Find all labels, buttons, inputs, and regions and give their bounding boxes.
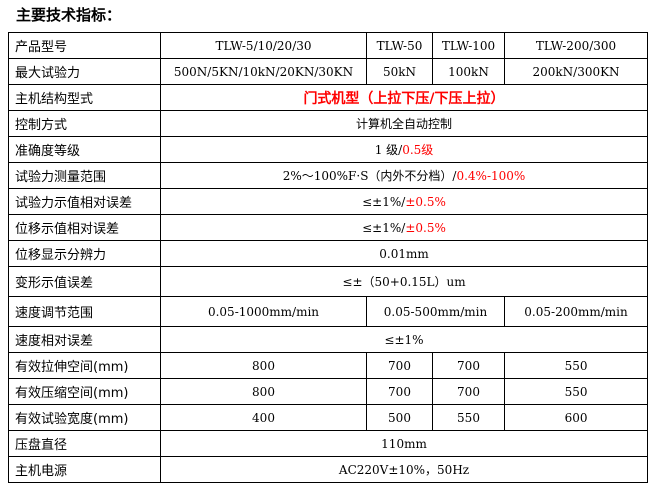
table-cell: 700 [431, 352, 506, 379]
table-cell: 550 [504, 378, 649, 405]
row-label: 准确度等级 [8, 136, 161, 163]
row-force-err: 试验力示值相对误差 ≤±1%/±0.5% [8, 188, 649, 215]
row-label: 压盘直径 [8, 430, 161, 457]
row-speed-range: 速度调节范围 0.05-1000mm/min 0.05-500mm/min 0.… [8, 296, 649, 327]
table-cell: AC220V±10%，50Hz [159, 456, 649, 483]
table-cell: 0.05-500mm/min [365, 296, 506, 327]
row-speed-err: 速度相对误差 ≤±1% [8, 326, 649, 353]
row-label: 速度调节范围 [8, 296, 161, 327]
row-compress-space: 有效压缩空间(mm) 800 700 700 550 [8, 378, 649, 405]
row-tension-space: 有效拉伸空间(mm) 800 700 700 550 [8, 352, 649, 379]
table-cell: 0.05-200mm/min [504, 296, 649, 327]
row-maxforce: 最大试验力 500N/5KN/10kN/20KN/30KN 50kN 100kN… [8, 58, 649, 85]
table-cell: 2%～100%F·S（内外不分档）/0.4%-100% [159, 162, 649, 189]
row-accuracy: 准确度等级 1 级/0.5级 [8, 136, 649, 163]
row-range: 试验力测量范围 2%～100%F·S（内外不分档）/0.4%-100% [8, 162, 649, 189]
row-label: 位移示值相对误差 [8, 214, 161, 241]
row-label: 最大试验力 [8, 58, 161, 85]
row-label: 变形示值误差 [8, 266, 161, 297]
section-title: 主要技术指标： [16, 6, 122, 24]
table-cell: 0.01mm [159, 240, 649, 267]
row-test-width: 有效试验宽度(mm) 400 500 550 600 [8, 404, 649, 431]
table-cell: TLW-200/300 [504, 32, 649, 59]
table-cell: 200kN/300KN [504, 58, 649, 85]
row-model: 产品型号 TLW-5/10/20/30 TLW-50 TLW-100 TLW-2… [8, 32, 649, 59]
spec-table: 产品型号 TLW-5/10/20/30 TLW-50 TLW-100 TLW-2… [8, 32, 649, 483]
row-label: 位移显示分辨力 [8, 240, 161, 267]
row-label: 主机电源 [8, 456, 161, 483]
table-cell: TLW-100 [431, 32, 506, 59]
table-cell: 550 [504, 352, 649, 379]
row-label: 控制方式 [8, 110, 161, 137]
table-cell: 计算机全自动控制 [159, 110, 649, 137]
row-label: 主机结构型式 [8, 84, 161, 111]
row-deform-err: 变形示值误差 ≤±（50+0.15L）um [8, 266, 649, 297]
table-cell: 500N/5KN/10kN/20KN/30KN [160, 58, 367, 85]
row-label: 产品型号 [8, 32, 161, 59]
row-control: 控制方式 计算机全自动控制 [8, 110, 649, 137]
table-cell: 700 [366, 378, 433, 405]
row-power: 主机电源 AC220V±10%，50Hz [8, 456, 649, 483]
table-cell: TLW-50 [366, 32, 433, 59]
row-label: 试验力测量范围 [8, 162, 161, 189]
row-label: 试验力示值相对误差 [8, 188, 161, 215]
row-label: 有效试验宽度(mm) [8, 404, 161, 431]
table-cell: 400 [160, 404, 367, 431]
table-cell: 500 [366, 404, 433, 431]
row-label: 速度相对误差 [8, 326, 161, 353]
table-cell: 100kN [431, 58, 506, 85]
table-cell: 700 [366, 352, 433, 379]
row-disp-res: 位移显示分辨力 0.01mm [8, 240, 649, 267]
table-cell: ≤±1%/±0.5% [159, 188, 649, 215]
table-cell: 0.05-1000mm/min [160, 296, 367, 327]
table-cell: ≤±1%/±0.5% [159, 214, 649, 241]
row-structure: 主机结构型式 门式机型（上拉下压/下压上拉） [8, 84, 649, 111]
table-cell: 600 [504, 404, 649, 431]
row-label: 有效压缩空间(mm) [8, 378, 161, 405]
table-cell: 1 级/0.5级 [159, 136, 649, 163]
table-cell: ≤±1% [159, 326, 649, 353]
table-cell: TLW-5/10/20/30 [160, 32, 367, 59]
row-disp-err: 位移示值相对误差 ≤±1%/±0.5% [8, 214, 649, 241]
table-cell: 110mm [159, 430, 649, 457]
table-cell: ≤±（50+0.15L）um [159, 266, 649, 297]
table-cell: 550 [431, 404, 506, 431]
table-cell: 700 [431, 378, 506, 405]
row-label: 有效拉伸空间(mm) [8, 352, 161, 379]
table-cell: 门式机型（上拉下压/下压上拉） [159, 84, 649, 111]
row-platen: 压盘直径 110mm [8, 430, 649, 457]
table-cell: 800 [160, 378, 367, 405]
table-cell: 50kN [366, 58, 433, 85]
table-cell: 800 [160, 352, 367, 379]
